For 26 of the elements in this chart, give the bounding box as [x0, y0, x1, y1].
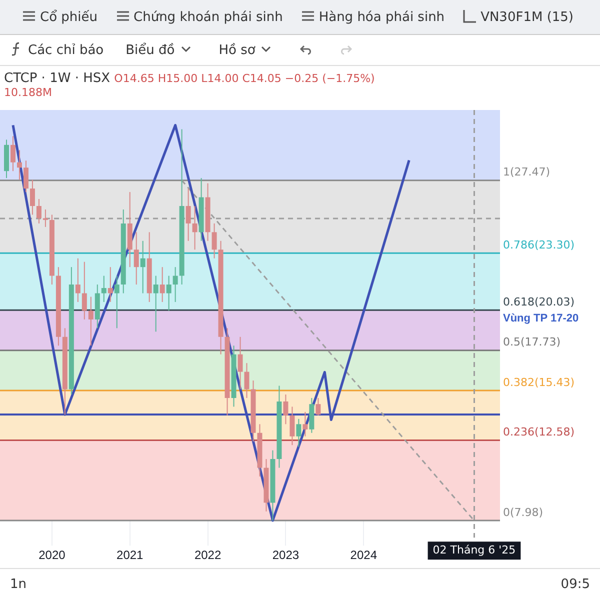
ref-line-label: 0.382(15.43): [503, 376, 575, 389]
ref-line-label: 02 Tháng 6 '25: [432, 543, 516, 556]
text: VN30F1M (15): [480, 9, 574, 25]
text: Các chỉ báo: [27, 42, 104, 58]
text: 09:5: [560, 577, 590, 592]
ref-line-label: 0.618(20.03): [503, 296, 575, 309]
band-label: Vùng TP 17-20: [503, 312, 579, 325]
text: Chứng khoán phái sinh: [132, 9, 283, 25]
chart-title: CTCP · 1W · HSX: [4, 71, 110, 86]
text: 1n: [10, 577, 27, 592]
text: Cổ phiếu: [39, 9, 98, 25]
x-tick-label: 2020: [38, 548, 66, 562]
x-tick-label: 2022: [194, 548, 222, 562]
text: Biểu đồ: [126, 42, 176, 58]
ref-line-label: 0.236(12.58): [503, 426, 575, 439]
ref-line-label: 0.786(23.30): [503, 238, 575, 252]
x-tick-label: 2023: [272, 548, 300, 562]
x-tick-label: 2024: [350, 548, 378, 562]
text: Hồ sơ: [218, 42, 256, 58]
ref-line-label: 0.5(17.73): [503, 336, 561, 349]
ref-line-label: 0(7.98): [503, 506, 544, 519]
ref-line-label: 1(27.47): [503, 166, 550, 179]
text: 10.188M: [4, 86, 53, 99]
chart-subtitle: O14.65 H15.00 L14.00 C14.05 −0.25 (−1.75%): [114, 72, 375, 85]
text: Hàng hóa phái sinh: [318, 9, 445, 25]
x-tick-label: 2021: [116, 548, 144, 562]
